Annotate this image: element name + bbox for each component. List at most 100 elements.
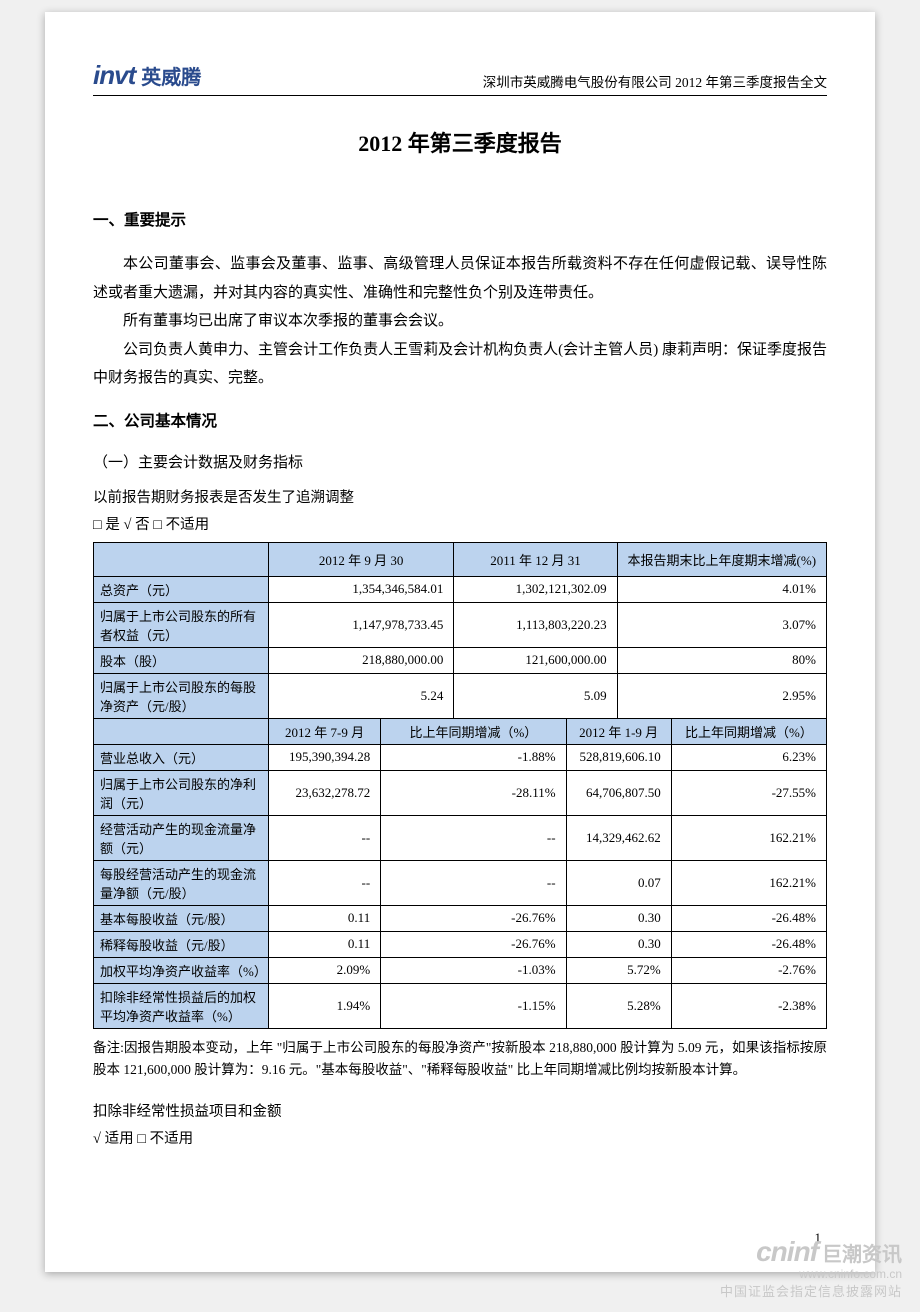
report-title: 2012 年第三季度报告 [93, 126, 827, 158]
company-logo: invt 英威腾 [93, 60, 201, 91]
cell: 0.11 [269, 905, 381, 931]
cell: -- [269, 860, 381, 905]
table-row: 股本（股）218,880,000.00121,600,000.0080% [94, 647, 827, 673]
th-col-2: 2011 年 12 月 31 [454, 542, 617, 576]
row-label: 归属于上市公司股东的每股净资产（元/股） [94, 673, 269, 718]
cell: -1.15% [381, 983, 566, 1028]
table-row: 归属于上市公司股东的所有者权益（元）1,147,978,733.451,113,… [94, 602, 827, 647]
cell: -26.76% [381, 905, 566, 931]
cell: 80% [617, 647, 826, 673]
cell: 5.28% [566, 983, 671, 1028]
table-header-bottom: 2012 年 7-9 月 比上年同期增减（%） 2012 年 1-9 月 比上年… [94, 718, 827, 744]
watermark-logo-cn: 巨潮资讯 [822, 1244, 902, 1266]
th-bot-1: 2012 年 7-9 月 [269, 718, 381, 744]
cninfo-watermark: cninf巨潮资讯 www.cninfo.com.cn 中国证监会指定信息披露网… [720, 1238, 902, 1300]
th-col-1: 2012 年 9 月 30 [269, 542, 454, 576]
cell: 162.21% [671, 815, 826, 860]
page-header: invt 英威腾 深圳市英威腾电气股份有限公司 2012 年第三季度报告全文 [93, 60, 827, 96]
cell: 5.72% [566, 957, 671, 983]
cell: -1.03% [381, 957, 566, 983]
cell: 14,329,462.62 [566, 815, 671, 860]
financial-data-table: 2012 年 9 月 30 2011 年 12 月 31 本报告期末比上年度期末… [93, 542, 827, 1029]
row-label: 经营活动产生的现金流量净额（元） [94, 815, 269, 860]
cell: 0.30 [566, 931, 671, 957]
logo-english: invt [93, 60, 135, 91]
cell: 1,354,346,584.01 [269, 576, 454, 602]
cell: 5.24 [269, 673, 454, 718]
row-label: 总资产（元） [94, 576, 269, 602]
table-body-bottom: 营业总收入（元）195,390,394.28-1.88%528,819,606.… [94, 744, 827, 1028]
row-label: 营业总收入（元） [94, 744, 269, 770]
restatement-question: 以前报告期财务报表是否发生了追溯调整 [93, 486, 827, 507]
logo-chinese: 英威腾 [141, 61, 201, 90]
cell: 528,819,606.10 [566, 744, 671, 770]
table-row: 总资产（元）1,354,346,584.011,302,121,302.094.… [94, 576, 827, 602]
table-row: 归属于上市公司股东的每股净资产（元/股）5.245.092.95% [94, 673, 827, 718]
table-row: 每股经营活动产生的现金流量净额（元/股）----0.07162.21% [94, 860, 827, 905]
th-blank-2 [94, 718, 269, 744]
row-label: 稀释每股收益（元/股） [94, 931, 269, 957]
cell: 0.07 [566, 860, 671, 905]
section-2-heading: 二、公司基本情况 [93, 409, 827, 431]
row-label: 每股经营活动产生的现金流量净额（元/股） [94, 860, 269, 905]
table-row: 稀释每股收益（元/股）0.11-26.76%0.30-26.48% [94, 931, 827, 957]
row-label: 股本（股） [94, 647, 269, 673]
row-label: 基本每股收益（元/股） [94, 905, 269, 931]
watermark-logo-en: cninf [756, 1236, 818, 1267]
th-bot-4: 比上年同期增减（%） [671, 718, 826, 744]
table-footnote: 备注:因报告期股本变动，上年 "归属于上市公司股东的每股净资产"按新股本 218… [93, 1037, 827, 1083]
table-row: 经营活动产生的现金流量净额（元）----14,329,462.62162.21% [94, 815, 827, 860]
cell: -28.11% [381, 770, 566, 815]
cell: 0.30 [566, 905, 671, 931]
section-1-p1: 本公司董事会、监事会及董事、监事、高级管理人员保证本报告所载资料不存在任何虚假记… [93, 250, 827, 307]
cell: 1.94% [269, 983, 381, 1028]
cell: -2.38% [671, 983, 826, 1028]
cell: -26.76% [381, 931, 566, 957]
cell: -26.48% [671, 931, 826, 957]
cell: -- [381, 815, 566, 860]
cell: 162.21% [671, 860, 826, 905]
table-row: 营业总收入（元）195,390,394.28-1.88%528,819,606.… [94, 744, 827, 770]
header-subtitle: 深圳市英威腾电气股份有限公司 2012 年第三季度报告全文 [483, 71, 827, 91]
section-1-p2: 所有董事均已出席了审议本次季报的董事会会议。 [93, 307, 827, 336]
th-blank [94, 542, 269, 576]
th-col-3: 本报告期末比上年度期末增减(%) [617, 542, 826, 576]
cell: 5.09 [454, 673, 617, 718]
cell: -27.55% [671, 770, 826, 815]
cell: 1,113,803,220.23 [454, 602, 617, 647]
cell: 6.23% [671, 744, 826, 770]
table-row: 加权平均净资产收益率（%）2.09%-1.03%5.72%-2.76% [94, 957, 827, 983]
th-bot-2: 比上年同期增减（%） [381, 718, 566, 744]
cell: 4.01% [617, 576, 826, 602]
subsection-2-1: （一）主要会计数据及财务指标 [93, 451, 827, 472]
document-page: invt 英威腾 深圳市英威腾电气股份有限公司 2012 年第三季度报告全文 2… [45, 12, 875, 1272]
watermark-url: www.cninfo.com.cn [720, 1267, 902, 1281]
cell: 1,302,121,302.09 [454, 576, 617, 602]
row-label: 扣除非经常性损益后的加权平均净资产收益率（%） [94, 983, 269, 1028]
cell: 121,600,000.00 [454, 647, 617, 673]
table-body-top: 总资产（元）1,354,346,584.011,302,121,302.094.… [94, 576, 827, 718]
cell: 23,632,278.72 [269, 770, 381, 815]
nonrecurring-heading: 扣除非经常性损益项目和金额 [93, 1100, 827, 1121]
th-bot-3: 2012 年 1-9 月 [566, 718, 671, 744]
cell: -1.88% [381, 744, 566, 770]
table-row: 扣除非经常性损益后的加权平均净资产收益率（%）1.94%-1.15%5.28%-… [94, 983, 827, 1028]
watermark-note: 中国证监会指定信息披露网站 [720, 1281, 902, 1300]
cell: 218,880,000.00 [269, 647, 454, 673]
nonrecurring-checkbox: √ 适用 □ 不适用 [93, 1127, 827, 1148]
cell: 3.07% [617, 602, 826, 647]
cell: 64,706,807.50 [566, 770, 671, 815]
row-label: 归属于上市公司股东的所有者权益（元） [94, 602, 269, 647]
cell: -- [381, 860, 566, 905]
cell: 0.11 [269, 931, 381, 957]
section-1-p3: 公司负责人黄申力、主管会计工作负责人王雪莉及会计机构负责人(会计主管人员) 康莉… [93, 336, 827, 393]
row-label: 加权平均净资产收益率（%） [94, 957, 269, 983]
cell: -2.76% [671, 957, 826, 983]
cell: -26.48% [671, 905, 826, 931]
section-1-body: 本公司董事会、监事会及董事、监事、高级管理人员保证本报告所载资料不存在任何虚假记… [93, 250, 827, 393]
cell: 1,147,978,733.45 [269, 602, 454, 647]
row-label: 归属于上市公司股东的净利润（元） [94, 770, 269, 815]
cell: -- [269, 815, 381, 860]
table-header-top: 2012 年 9 月 30 2011 年 12 月 31 本报告期末比上年度期末… [94, 542, 827, 576]
cell: 2.95% [617, 673, 826, 718]
